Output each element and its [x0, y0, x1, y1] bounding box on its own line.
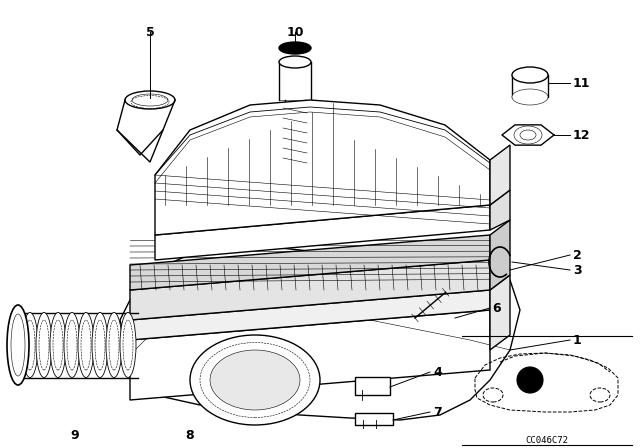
Ellipse shape: [106, 313, 122, 378]
Text: 2: 2: [573, 249, 582, 262]
Polygon shape: [490, 220, 510, 290]
Ellipse shape: [132, 94, 168, 106]
Ellipse shape: [279, 42, 311, 54]
Ellipse shape: [512, 89, 548, 105]
Ellipse shape: [64, 313, 80, 378]
Text: 11: 11: [573, 77, 591, 90]
Polygon shape: [155, 205, 490, 260]
Polygon shape: [130, 310, 490, 400]
Ellipse shape: [22, 313, 38, 378]
Text: 4: 4: [433, 366, 442, 379]
Ellipse shape: [125, 91, 175, 109]
Text: 5: 5: [146, 26, 154, 39]
Ellipse shape: [78, 313, 94, 378]
Ellipse shape: [514, 126, 542, 144]
Text: 3: 3: [573, 263, 582, 276]
Polygon shape: [155, 100, 490, 235]
Ellipse shape: [92, 313, 108, 378]
Text: 9: 9: [70, 428, 79, 441]
Ellipse shape: [210, 350, 300, 410]
Ellipse shape: [590, 388, 610, 402]
Ellipse shape: [7, 305, 29, 385]
Polygon shape: [120, 245, 520, 420]
Text: 10: 10: [286, 26, 304, 39]
Text: CC046C72: CC046C72: [525, 435, 568, 444]
Polygon shape: [130, 290, 490, 340]
Polygon shape: [490, 190, 510, 230]
Ellipse shape: [279, 56, 311, 68]
Circle shape: [517, 367, 543, 393]
Ellipse shape: [50, 313, 66, 378]
Ellipse shape: [512, 67, 548, 83]
Text: 7: 7: [433, 405, 442, 418]
Ellipse shape: [120, 313, 136, 378]
Ellipse shape: [483, 388, 503, 402]
Ellipse shape: [36, 313, 52, 378]
Ellipse shape: [520, 130, 536, 140]
Polygon shape: [130, 235, 490, 290]
Text: 12: 12: [573, 129, 591, 142]
Ellipse shape: [190, 335, 320, 425]
Polygon shape: [490, 145, 510, 205]
Polygon shape: [490, 275, 510, 350]
Text: 1: 1: [573, 333, 582, 346]
Bar: [355, 377, 390, 395]
Bar: [355, 413, 393, 425]
Polygon shape: [130, 260, 490, 320]
Text: 6: 6: [492, 302, 500, 314]
Ellipse shape: [11, 314, 25, 376]
Text: 8: 8: [186, 428, 195, 441]
